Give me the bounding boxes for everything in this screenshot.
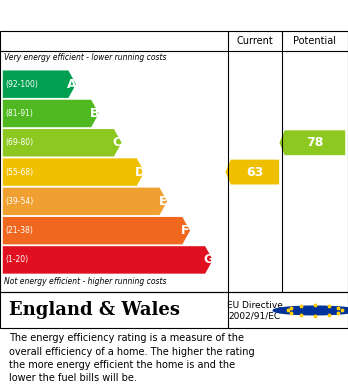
Text: Not energy efficient - higher running costs: Not energy efficient - higher running co…	[4, 277, 167, 286]
Text: EU Directive
2002/91/EC: EU Directive 2002/91/EC	[227, 301, 283, 320]
Polygon shape	[3, 158, 144, 186]
Text: The energy efficiency rating is a measure of the
overall efficiency of a home. T: The energy efficiency rating is a measur…	[9, 334, 254, 383]
Text: B: B	[89, 107, 99, 120]
Text: (92-100): (92-100)	[6, 80, 38, 89]
Text: D: D	[135, 165, 145, 179]
Text: Current: Current	[237, 36, 273, 46]
Text: Energy Efficiency Rating: Energy Efficiency Rating	[9, 8, 219, 23]
Text: C: C	[112, 136, 122, 149]
Text: England & Wales: England & Wales	[9, 301, 180, 319]
Polygon shape	[279, 130, 345, 155]
Text: 78: 78	[306, 136, 324, 149]
Text: (1-20): (1-20)	[6, 255, 29, 264]
Text: (21-38): (21-38)	[6, 226, 33, 235]
Circle shape	[273, 306, 348, 315]
Polygon shape	[3, 188, 167, 215]
Text: 63: 63	[246, 165, 263, 179]
Polygon shape	[3, 100, 99, 127]
Text: (69-80): (69-80)	[6, 138, 34, 147]
Text: Very energy efficient - lower running costs: Very energy efficient - lower running co…	[4, 54, 167, 63]
Text: (81-91): (81-91)	[6, 109, 33, 118]
Text: A: A	[67, 78, 76, 91]
Polygon shape	[3, 129, 122, 156]
Polygon shape	[3, 246, 213, 274]
Text: Potential: Potential	[293, 36, 337, 46]
Polygon shape	[3, 217, 190, 244]
Text: (55-68): (55-68)	[6, 168, 34, 177]
Polygon shape	[226, 160, 279, 185]
Text: (39-54): (39-54)	[6, 197, 34, 206]
Text: G: G	[203, 253, 213, 266]
Text: E: E	[158, 195, 167, 208]
Polygon shape	[3, 70, 76, 98]
Text: F: F	[181, 224, 190, 237]
